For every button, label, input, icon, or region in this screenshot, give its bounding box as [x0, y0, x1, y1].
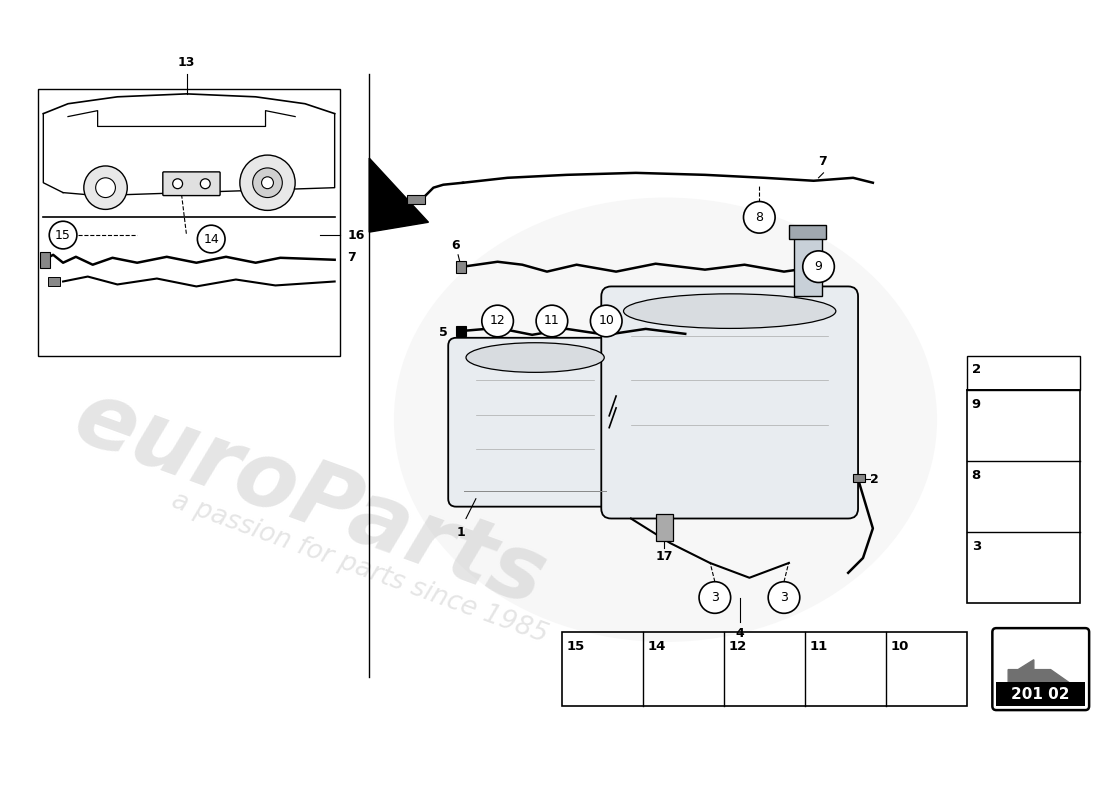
Circle shape — [197, 226, 226, 253]
Circle shape — [482, 305, 514, 337]
Bar — [456, 326, 466, 336]
Text: 9: 9 — [815, 260, 823, 273]
Text: 15: 15 — [55, 229, 72, 242]
Bar — [656, 514, 673, 542]
Polygon shape — [370, 158, 429, 232]
Ellipse shape — [394, 198, 937, 642]
Ellipse shape — [624, 294, 836, 329]
Text: 17: 17 — [656, 550, 673, 563]
Text: 14: 14 — [204, 233, 219, 246]
Circle shape — [50, 222, 77, 249]
Bar — [48, 277, 60, 286]
Bar — [41, 252, 51, 268]
Text: 10: 10 — [598, 314, 614, 327]
Circle shape — [591, 305, 622, 337]
Circle shape — [96, 178, 115, 198]
Text: 4: 4 — [735, 627, 744, 640]
Circle shape — [240, 155, 295, 210]
FancyBboxPatch shape — [163, 172, 220, 195]
Text: 11: 11 — [544, 314, 560, 327]
Bar — [456, 261, 466, 273]
Text: 14: 14 — [648, 640, 667, 653]
Text: 13: 13 — [178, 56, 195, 69]
Text: 1: 1 — [456, 526, 465, 539]
Bar — [967, 355, 1080, 390]
Text: 3: 3 — [780, 591, 788, 604]
Text: 9: 9 — [971, 398, 981, 411]
Circle shape — [768, 582, 800, 614]
Text: 5: 5 — [440, 326, 448, 339]
Bar — [407, 194, 425, 205]
Circle shape — [173, 178, 183, 189]
Text: 8: 8 — [756, 211, 763, 224]
Circle shape — [84, 166, 128, 210]
Text: 7: 7 — [348, 251, 356, 264]
Circle shape — [744, 202, 775, 233]
Text: 201 02: 201 02 — [1012, 686, 1070, 702]
FancyBboxPatch shape — [992, 628, 1089, 710]
Circle shape — [700, 582, 730, 614]
Bar — [997, 682, 1086, 706]
Text: 11: 11 — [810, 640, 828, 653]
Bar — [562, 632, 967, 706]
Circle shape — [262, 177, 274, 189]
Text: 7: 7 — [818, 155, 827, 168]
Text: 3: 3 — [971, 540, 981, 554]
Circle shape — [200, 178, 210, 189]
Bar — [854, 474, 865, 482]
FancyBboxPatch shape — [602, 286, 858, 518]
Text: euroParts: euroParts — [63, 373, 558, 625]
Text: 10: 10 — [891, 640, 909, 653]
Bar — [789, 226, 826, 239]
Text: a passion for parts since 1985: a passion for parts since 1985 — [167, 487, 551, 648]
Text: 6: 6 — [451, 239, 460, 252]
Circle shape — [253, 168, 283, 198]
Text: 12: 12 — [490, 314, 506, 327]
Circle shape — [536, 305, 568, 337]
Circle shape — [803, 251, 834, 282]
Text: 2: 2 — [971, 363, 981, 377]
Text: 3: 3 — [711, 591, 718, 604]
Ellipse shape — [466, 342, 604, 372]
Text: 8: 8 — [971, 469, 981, 482]
Bar — [39, 89, 340, 355]
FancyBboxPatch shape — [448, 338, 622, 506]
Polygon shape — [1009, 660, 1070, 694]
Text: 15: 15 — [566, 640, 585, 653]
Text: 12: 12 — [728, 640, 747, 653]
Text: 2: 2 — [870, 473, 879, 486]
Bar — [794, 237, 822, 296]
Bar — [967, 390, 1080, 603]
Text: 16: 16 — [348, 229, 365, 242]
